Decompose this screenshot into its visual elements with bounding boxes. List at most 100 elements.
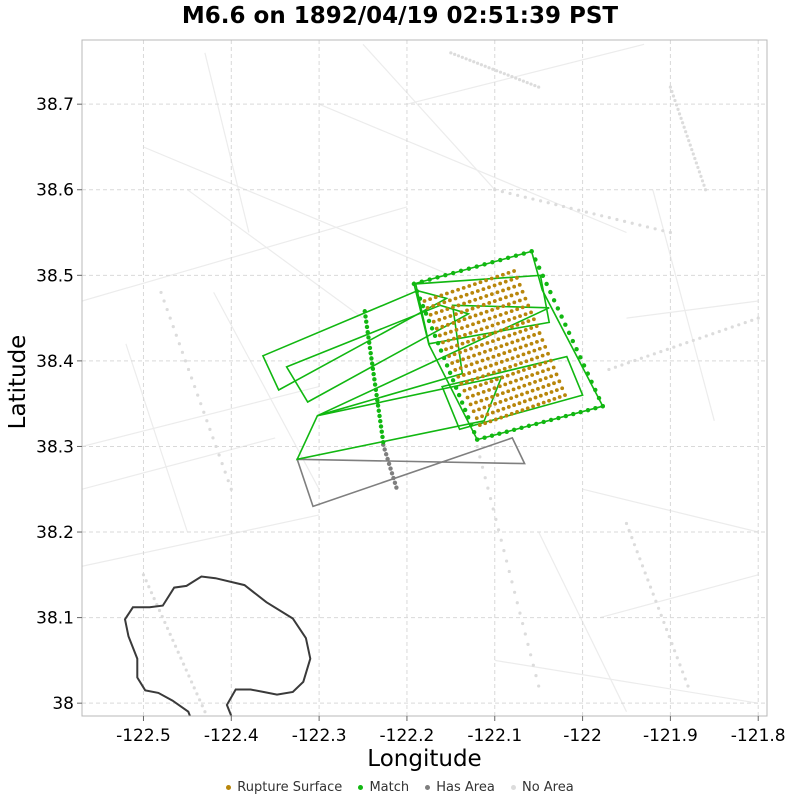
y-tick-label: 38.1 — [36, 609, 74, 629]
rupture-surface-point — [498, 297, 503, 302]
rupture-surface-point — [443, 331, 448, 336]
rupture-surface-point — [529, 341, 534, 346]
match-point — [435, 275, 440, 280]
match-point — [471, 429, 477, 435]
rupture-surface-point — [491, 354, 496, 359]
rupture-surface-point — [509, 411, 514, 416]
no-area-point — [654, 599, 658, 603]
rupture-surface-point — [517, 298, 522, 303]
match-point — [504, 429, 509, 434]
match-point — [474, 437, 480, 442]
no-area-fault-trace — [204, 52, 250, 233]
has-area-point — [388, 466, 393, 471]
rupture-surface-point — [448, 298, 452, 303]
rupture-surface-point — [481, 389, 486, 394]
rupture-surface-point — [503, 279, 508, 284]
rupture-surface-point — [509, 293, 514, 298]
no-area-point — [670, 89, 674, 94]
rupture-surface-point — [526, 303, 531, 308]
match-point — [374, 392, 379, 398]
no-area-point — [743, 320, 747, 325]
no-area-point — [168, 316, 172, 320]
match-point — [519, 425, 524, 431]
rupture-surface-point — [532, 348, 537, 353]
rupture-surface-point — [447, 354, 451, 359]
match-point — [563, 413, 569, 419]
no-area-point — [691, 152, 695, 156]
no-area-point — [632, 543, 637, 547]
rupture-surface-point — [499, 344, 504, 349]
rupture-surface-point — [479, 398, 484, 403]
rupture-surface-point — [464, 379, 469, 384]
rupture-surface-point — [554, 372, 559, 377]
no-area-point — [620, 363, 624, 367]
rupture-surface-point — [490, 410, 495, 415]
rupture-surface-point — [521, 352, 526, 357]
no-area-point — [673, 98, 677, 103]
no-area-point — [464, 57, 468, 61]
rupture-surface-point — [543, 344, 548, 349]
match-point — [362, 309, 367, 314]
rupture-surface-point — [543, 376, 548, 381]
no-area-point — [179, 656, 183, 660]
rupture-surface-point — [484, 381, 488, 386]
match-point — [563, 322, 568, 327]
rupture-surface-point — [533, 380, 537, 384]
match-point — [441, 355, 447, 361]
match-point — [376, 408, 381, 413]
no-area-fault-trace — [652, 189, 715, 421]
rupture-surface-point — [459, 310, 464, 315]
rupture-surface-point — [500, 391, 505, 396]
legend-label-rupture: Rupture Surface — [237, 780, 343, 795]
match-point — [468, 422, 474, 427]
rupture-surface-point — [497, 368, 502, 373]
has-area-point — [382, 447, 387, 452]
rupture-surface-point — [487, 388, 491, 392]
no-area-point — [682, 125, 686, 129]
rupture-surface-point — [453, 296, 458, 301]
no-area-point — [724, 327, 728, 331]
rupture-surface-point — [483, 365, 488, 370]
rupture-surface-point — [530, 373, 535, 377]
no-area-point — [531, 663, 535, 667]
rupture-surface-point — [486, 372, 491, 377]
y-tick-label: 38 — [52, 694, 74, 714]
no-area-point — [678, 343, 682, 347]
no-area-point — [697, 170, 702, 174]
rupture-surface-point — [510, 356, 515, 360]
no-area-point — [640, 564, 645, 568]
no-area-point — [626, 361, 630, 365]
rupture-surface-point — [475, 289, 480, 293]
rupture-surface-point — [509, 396, 514, 401]
no-area-point — [646, 578, 650, 582]
match-point — [371, 371, 376, 377]
match-point — [426, 318, 432, 324]
rupture-surface-point — [479, 327, 484, 332]
no-area-point — [200, 704, 204, 708]
rupture-surface-point — [428, 312, 433, 317]
match-point — [585, 407, 591, 413]
rupture-surface-point — [461, 285, 466, 290]
legend-item-rupture: Rupture Surface — [226, 780, 342, 795]
no-area-point — [684, 130, 688, 134]
no-area-point — [510, 75, 514, 79]
no-area-point — [717, 329, 721, 334]
no-area-point — [223, 470, 227, 474]
match-point — [465, 415, 471, 420]
rupture-surface-point — [452, 352, 457, 357]
match-polygon — [295, 375, 504, 461]
rupture-surface-point — [531, 404, 535, 409]
rupture-surface-point — [467, 284, 472, 288]
rupture-surface-point — [449, 329, 453, 334]
no-area-point — [711, 332, 715, 336]
rupture-surface-point — [431, 304, 436, 308]
rupture-surface-point — [532, 333, 536, 337]
no-area-point — [198, 698, 202, 702]
no-area-point — [554, 203, 558, 207]
no-area-point — [220, 461, 224, 466]
rupture-surface-point — [504, 295, 508, 300]
rupture-surface-point — [530, 388, 535, 393]
match-point — [529, 249, 534, 254]
y-axis-title: Latitude — [5, 335, 31, 430]
has-area-point — [383, 452, 389, 457]
